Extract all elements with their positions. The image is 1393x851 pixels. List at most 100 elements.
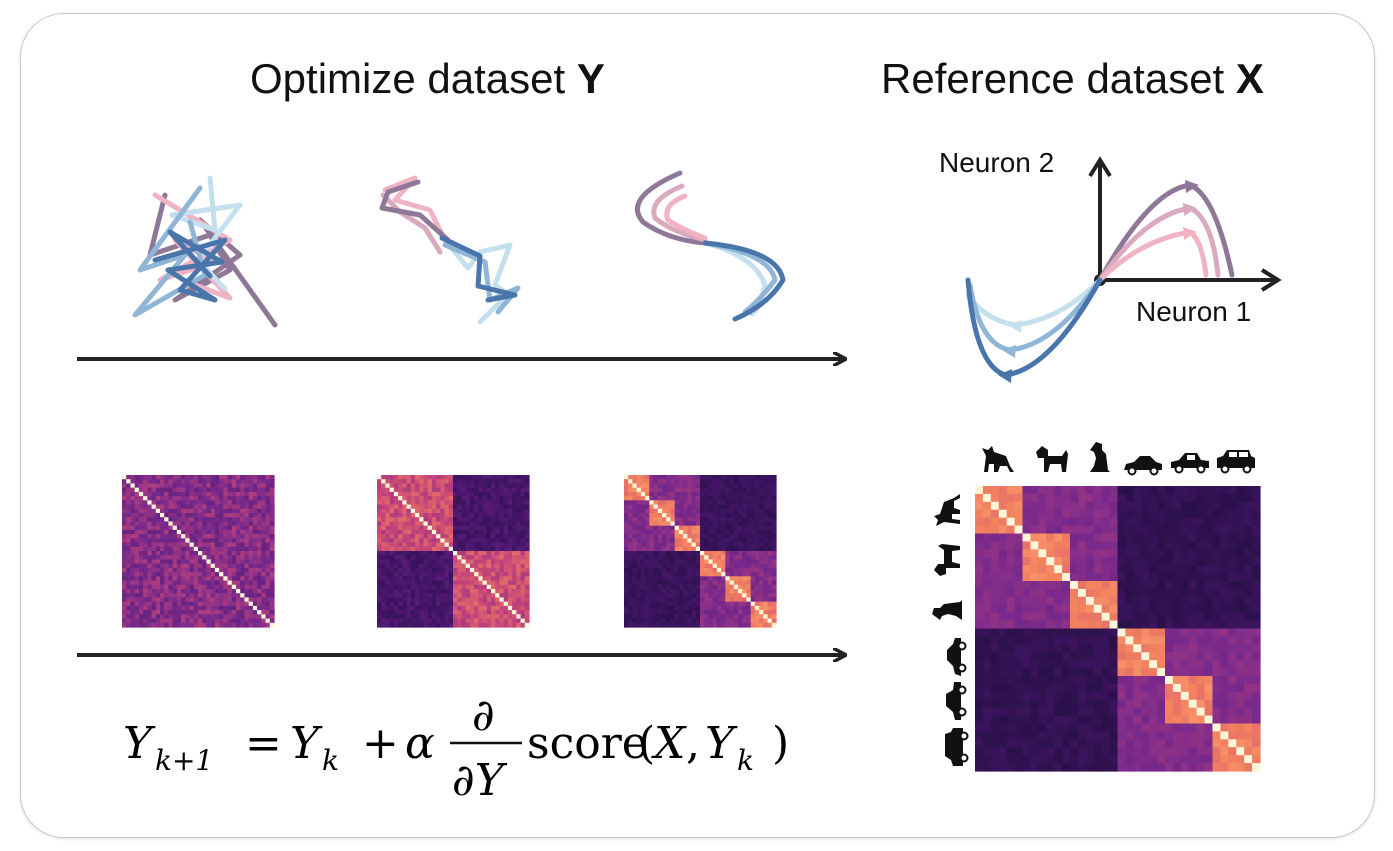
matrix-cell [377,479,382,485]
matrix-cell [691,508,697,514]
matrix-cell [126,610,132,615]
matrix-cell [1022,676,1032,685]
matrix-cell [771,555,777,561]
matrix-cell [704,496,710,501]
matrix-cell [1133,715,1142,725]
matrix-cell [1062,723,1071,733]
matrix-cell [754,500,760,506]
matrix-cell [1054,636,1063,645]
matrix-cell [227,567,233,573]
matrix-cell [198,559,203,565]
matrix-cell [982,509,992,519]
matrix-cell [636,610,642,615]
matrix-cell [746,605,752,611]
matrix-cell [1054,557,1063,566]
matrix-cell [687,500,693,506]
matrix-cell [431,504,437,510]
matrix-cell [1165,620,1174,630]
matrix-cell [491,496,496,501]
matrix-cell [700,610,705,615]
matrix-cell [716,513,722,518]
matrix-cell [640,521,646,527]
matrix-cell [524,479,530,485]
matrix-cell [436,496,441,501]
matrix-cell [628,500,634,506]
matrix-cell [1157,715,1166,725]
matrix-cell [244,601,250,607]
matrix-cell [155,567,161,573]
matrix-cell [469,538,475,544]
matrix-cell [415,567,420,573]
matrix-cell [461,559,467,565]
matrix-cell [520,555,526,561]
matrix-cell [164,529,170,535]
matrix-cell [219,551,224,556]
matrix-cell [469,508,475,514]
matrix-cell [381,496,387,501]
matrix-cell [223,622,229,628]
matrix-cell [1070,541,1079,550]
matrix-cell [257,542,262,548]
matrix-cell [377,576,382,582]
matrix-cell [478,513,484,518]
matrix-cell [244,593,250,599]
matrix-cell [1212,707,1222,717]
matrix-cell [1228,620,1237,630]
matrix-cell [624,567,629,573]
matrix-cell [683,576,688,582]
matrix-cell [189,483,195,489]
matrix-cell [1062,668,1071,677]
matrix-cell [767,567,773,573]
matrix-cell [138,491,144,497]
matrix-cell [223,610,229,615]
matrix-cell [389,559,395,565]
matrix-cell [678,487,684,493]
matrix-cell [1125,699,1134,709]
matrix-cell [134,589,140,594]
neuron-1-axis-label: Neuron 1 [1136,296,1252,327]
matrix-cell [491,513,496,518]
matrix-cell [436,491,441,497]
matrix-cell [227,589,233,594]
matrix-cell [729,508,735,514]
matrix-cell [482,563,488,569]
matrix-cell [261,580,267,586]
matrix-cell [482,551,488,556]
matrix-cell [666,508,672,514]
matrix-cell [1125,707,1134,717]
matrix-cell [1038,517,1047,527]
matrix-cell [453,483,458,489]
matrix-cell [478,622,484,628]
matrix-cell [742,597,748,603]
matrix-cell [393,589,399,594]
matrix-cell [763,487,769,493]
matrix-cell [219,576,224,582]
matrix-cell [520,508,526,514]
matrix-cell [1133,509,1142,519]
matrix-cell [1070,620,1079,630]
matrix-cell [257,580,262,586]
matrix-cell [503,572,509,577]
matrix-cell [1165,628,1174,638]
matrix-cell [244,618,250,624]
matrix-cell [440,567,446,573]
matrix-cell [168,589,174,594]
matrix-cell [1196,683,1206,693]
matrix-cell [763,475,769,480]
matrix-cell [499,572,505,577]
matrix-cell [708,610,714,615]
matrix-cell [474,538,479,544]
matrix-cell [700,517,705,523]
matrix-cell [1157,533,1166,543]
matrix-cell [670,555,676,561]
matrix-cell [172,538,178,544]
matrix-cell [1172,549,1182,558]
matrix-cell [712,593,718,599]
matrix-cell [478,504,484,510]
matrix-cell [982,493,992,503]
matrix-cell [1228,565,1237,574]
matrix-cell [193,589,199,594]
matrix-cell [198,551,203,556]
matrix-cell [134,572,140,577]
matrix-cell [982,533,992,543]
